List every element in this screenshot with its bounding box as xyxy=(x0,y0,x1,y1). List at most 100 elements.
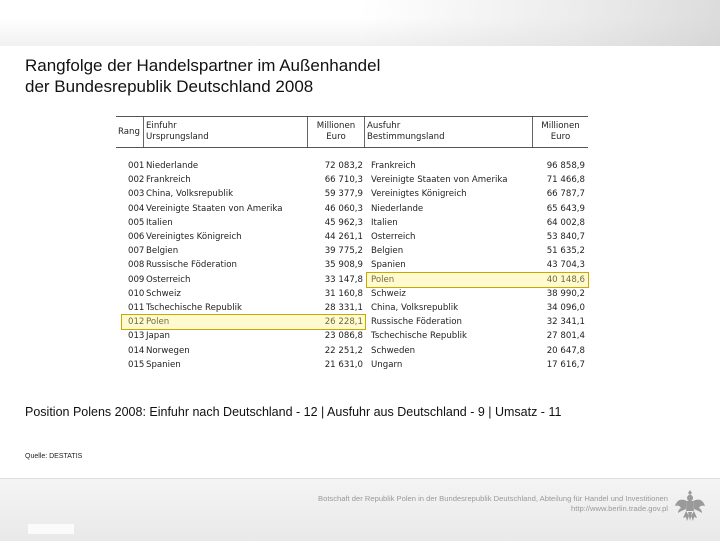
cell-export-value: 17 616,7 xyxy=(546,359,585,370)
cell-export-value: 71 466,8 xyxy=(546,175,585,186)
cell-export-country: Belgien xyxy=(371,246,404,257)
cell-import-country: Frankreich xyxy=(146,175,191,186)
cell-import-value: 72 083,2 xyxy=(324,161,363,172)
header-import-value-2: Euro xyxy=(326,132,346,142)
cell-export-country: Tschechische Republik xyxy=(371,331,467,342)
cell-rank: 007 xyxy=(128,246,144,257)
cell-export-value: 20 647,8 xyxy=(546,345,585,356)
title-line-2: der Bundesrepublik Deutschland 2008 xyxy=(25,77,314,96)
cell-rank: 008 xyxy=(128,260,144,271)
cell-import-value: 33 147,8 xyxy=(324,274,363,285)
polish-eagle-icon xyxy=(675,490,705,521)
cell-import-value: 23 086,8 xyxy=(324,331,363,342)
cell-export-value: 43 704,3 xyxy=(546,260,585,271)
header-export-value: Millionen Euro xyxy=(533,117,588,147)
cell-import-country: Norwegen xyxy=(146,345,190,356)
cell-export-value: 38 990,2 xyxy=(546,288,585,299)
cell-export-country: Österreich xyxy=(371,232,416,243)
cell-import-country: Italien xyxy=(146,217,173,228)
cell-rank: 009 xyxy=(128,274,144,285)
table-row-highlight-import-polen: 012 Polen 26 228,1 Russische Föderation … xyxy=(116,314,588,331)
cell-export-value: 96 858,9 xyxy=(546,161,585,172)
cell-export-country: Frankreich xyxy=(371,161,416,172)
cell-export-country: Schweiz xyxy=(371,288,406,299)
source-note: Quelle: DESTATIS xyxy=(25,453,83,460)
header-export-country: Ausfuhr Bestimmungsland xyxy=(365,117,533,147)
trade-partner-table: Rang Einfuhr Ursprungsland Millionen Eur… xyxy=(116,116,589,372)
header-import-label-1: Einfuhr xyxy=(146,121,177,131)
table-row: 015 Spanien 21 631,0 Ungarn 17 616,7 xyxy=(116,358,588,372)
table-row: 008 Russische Föderation 35 908,9 Spanie… xyxy=(116,258,588,272)
cell-export-country: Italien xyxy=(371,217,398,228)
header-export-label-1: Ausfuhr xyxy=(367,121,401,131)
table-row-highlight-export-polen: 009 Österreich 33 147,8 Polen 40 148,6 xyxy=(116,271,589,288)
cell-export-country: Russische Föderation xyxy=(371,317,462,328)
cell-import-country: Niederlande xyxy=(146,161,199,172)
header-export-value-1: Millionen xyxy=(541,121,580,131)
cell-import-country: Tschechische Republik xyxy=(146,302,242,313)
cell-rank: 006 xyxy=(128,232,144,243)
cell-import-country: Russische Föderation xyxy=(146,260,237,271)
cell-rank: 003 xyxy=(128,189,144,200)
cell-export-value: 53 840,7 xyxy=(546,232,585,243)
cell-import-country: Polen xyxy=(146,317,170,328)
header-rank: Rang xyxy=(116,117,144,147)
cell-export-country: China, Volksrepublik xyxy=(371,302,459,313)
header-import-value: Millionen Euro xyxy=(308,117,365,147)
cell-rank: 004 xyxy=(128,203,144,214)
cell-export-value: 32 341,1 xyxy=(546,317,585,328)
cell-export-country: Ungarn xyxy=(371,359,403,370)
cell-import-value: 31 160,8 xyxy=(324,288,363,299)
table-row: 003 China, Volksrepublik 59 377,9 Verein… xyxy=(116,187,588,201)
cell-rank: 014 xyxy=(128,345,144,356)
cell-import-value: 45 962,3 xyxy=(324,217,363,228)
cell-import-value: 39 775,2 xyxy=(324,246,363,257)
cell-import-value: 35 908,9 xyxy=(324,260,363,271)
header-import-label-2: Ursprungsland xyxy=(146,132,209,142)
cell-import-country: Vereinigte Staaten von Amerika xyxy=(146,203,283,214)
footer-credits: Botschaft der Republik Polen in der Bund… xyxy=(318,494,668,514)
cell-export-country: Vereinigte Staaten von Amerika xyxy=(371,175,508,186)
cell-import-value: 59 377,9 xyxy=(324,189,363,200)
cell-export-country: Polen xyxy=(371,274,395,285)
title-line-1: Rangfolge der Handelspartner im Außenhan… xyxy=(25,56,381,75)
table-row: 007 Belgien 39 775,2 Belgien 51 635,2 xyxy=(116,244,588,258)
footer-band xyxy=(0,478,720,541)
table-row: 013 Japan 23 086,8 Tschechische Republik… xyxy=(116,329,588,343)
header-band xyxy=(0,0,720,46)
cell-rank: 005 xyxy=(128,217,144,228)
cell-import-country: Schweiz xyxy=(146,288,181,299)
cell-export-value: 51 635,2 xyxy=(546,246,585,257)
cell-export-value: 40 148,6 xyxy=(546,274,585,285)
table-row: 004 Vereinigte Staaten von Amerika 46 06… xyxy=(116,202,588,216)
cell-import-country: Japan xyxy=(146,331,170,342)
cell-rank: 015 xyxy=(128,359,144,370)
footer-url: http://www.berlin.trade.gov.pl xyxy=(571,504,668,513)
table-body: 001 Niederlande 72 083,2 Frankreich 96 8… xyxy=(116,159,589,372)
page-title: Rangfolge der Handelspartner im Außenhan… xyxy=(25,55,585,97)
cell-export-value: 27 801,4 xyxy=(546,331,585,342)
cell-export-country: Niederlande xyxy=(371,203,424,214)
cell-rank: 010 xyxy=(128,288,144,299)
cell-export-country: Schweden xyxy=(371,345,416,356)
header-import-value-1: Millionen xyxy=(316,121,356,131)
header-import-country: Einfuhr Ursprungsland xyxy=(144,117,308,147)
table-row: 014 Norwegen 22 251,2 Schweden 20 647,8 xyxy=(116,343,588,357)
cell-rank: 002 xyxy=(128,175,144,186)
table-row: 002 Frankreich 66 710,3 Vereinigte Staat… xyxy=(116,173,588,187)
table-header: Rang Einfuhr Ursprungsland Millionen Eur… xyxy=(116,116,588,148)
cell-import-country: Belgien xyxy=(146,246,179,257)
cell-export-value: 66 787,7 xyxy=(546,189,585,200)
header-rank-label: Rang xyxy=(118,126,140,137)
cell-import-value: 21 631,0 xyxy=(324,359,363,370)
cell-rank: 011 xyxy=(128,302,144,313)
corner-mark xyxy=(28,524,74,534)
cell-import-country: China, Volksrepublik xyxy=(146,189,234,200)
cell-rank: 013 xyxy=(128,331,144,342)
cell-import-country: Spanien xyxy=(146,359,181,370)
table-row: 001 Niederlande 72 083,2 Frankreich 96 8… xyxy=(116,159,588,173)
cell-export-value: 34 096,0 xyxy=(546,302,585,313)
cell-import-country: Österreich xyxy=(146,274,191,285)
cell-import-value: 44 261,1 xyxy=(324,232,363,243)
cell-export-value: 65 643,9 xyxy=(546,203,585,214)
